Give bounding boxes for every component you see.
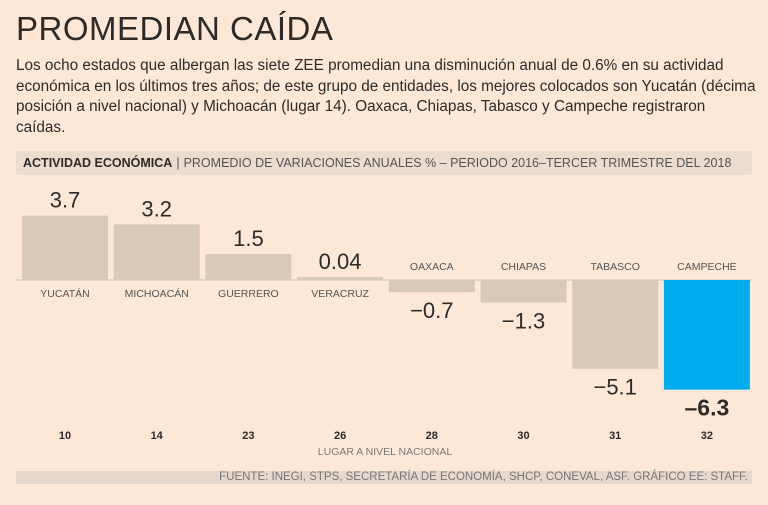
category-label: CHIAPAS [501, 261, 546, 273]
value-label: 3.7 [50, 188, 81, 213]
rank-axis-label: LUGAR A NIVEL NACIONAL [318, 446, 453, 458]
divider: | [176, 156, 180, 170]
lede-text: Los ocho estados que albergan las siete … [16, 57, 756, 136]
bar-yucatán [22, 215, 108, 280]
value-label: 0.04 [319, 249, 362, 274]
bar-oaxaca [388, 280, 475, 293]
rank-label: 32 [701, 430, 713, 442]
category-label: VERACRUZ [311, 288, 369, 300]
bar-chiapas [480, 280, 567, 303]
chart-header: ACTIVIDAD ECONÓMICA | PROMEDIO DE VARIACIO… [16, 151, 752, 175]
value-label: 1.5 [233, 226, 264, 251]
chart-subtitle: PROMEDIO DE VARIACIONES ANUALES % – PERI… [183, 156, 732, 170]
bar-tabasco [572, 280, 659, 369]
category-label: CAMPECHE [677, 261, 737, 273]
rank-label: 26 [334, 430, 346, 442]
bar-veracruz [297, 277, 384, 280]
category-label: GUERRERO [218, 288, 279, 300]
chart-title: ACTIVIDAD ECONÓMICA [23, 156, 173, 170]
category-label: MICHOACÁN [125, 287, 189, 300]
category-label: YUCATÁN [40, 287, 89, 300]
category-label: TABASCO [590, 261, 639, 273]
source-bar: FUENTE: INEGI, STPS, SECRETARÍA DE ECONO… [16, 471, 752, 484]
value-label: −5.1 [593, 375, 636, 400]
rank-label: 31 [609, 430, 621, 442]
rank-label: 23 [242, 430, 254, 442]
bar-chart: 3.7 YUCATÁN 10 3.2 MICHOACÁN 14 1.5 GUERRERO 23 0… [16, 188, 752, 458]
rank-label: 28 [426, 430, 438, 442]
rank-label: 10 [59, 430, 71, 442]
page-title: PROMEDIAN CAÍDA [16, 10, 334, 47]
bar-guerrero [205, 253, 292, 280]
rank-label: 30 [517, 430, 529, 442]
rank-label: 14 [151, 430, 164, 442]
source-text: FUENTE: INEGI, STPS, SECRETARÍA DE ECONO… [219, 471, 748, 483]
value-label: –6.3 [685, 395, 730, 421]
bar-campeche [663, 280, 750, 390]
value-label: −0.7 [410, 298, 453, 323]
bar-michoacán [113, 224, 200, 280]
category-label: OAXACA [410, 261, 454, 273]
value-label: −1.3 [502, 309, 545, 334]
value-label: 3.2 [141, 196, 172, 221]
